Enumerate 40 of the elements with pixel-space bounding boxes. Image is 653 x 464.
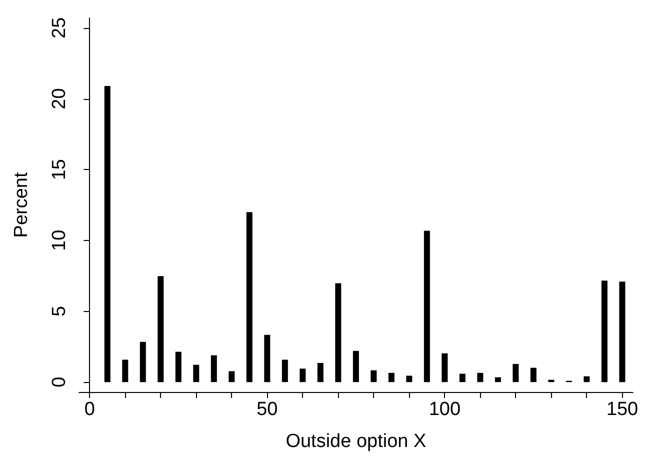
bar xyxy=(335,283,342,382)
x-tick-label: 0 xyxy=(84,399,95,420)
y-tick-label: 15 xyxy=(49,159,70,180)
bar xyxy=(352,350,359,382)
y-tick-label: 25 xyxy=(49,17,70,38)
bar xyxy=(424,230,430,382)
bar xyxy=(459,374,466,382)
bar xyxy=(140,342,146,382)
y-tick-label: 10 xyxy=(49,230,70,251)
bar xyxy=(370,370,377,382)
bar xyxy=(601,280,608,382)
bar xyxy=(175,352,182,382)
y-tick-label: 5 xyxy=(49,306,70,317)
bar xyxy=(619,282,626,382)
bar xyxy=(442,353,448,382)
bar xyxy=(158,276,164,382)
x-axis-title: Outside option X xyxy=(286,431,426,452)
x-tick-label: 50 xyxy=(256,399,278,420)
bar xyxy=(282,360,288,382)
x-tick-label: 100 xyxy=(428,399,461,420)
bar xyxy=(228,371,235,382)
bar xyxy=(264,334,270,382)
y-tick-label: 0 xyxy=(49,376,70,388)
bar xyxy=(530,368,536,382)
x-tick-label: 150 xyxy=(606,399,638,420)
bar xyxy=(406,376,412,382)
bar xyxy=(494,377,501,382)
y-axis-title: Percent xyxy=(11,172,32,238)
y-tick-label: 20 xyxy=(49,88,70,110)
bar xyxy=(512,364,519,382)
bar xyxy=(317,362,324,382)
bar xyxy=(246,212,252,382)
bar xyxy=(584,376,590,382)
bar xyxy=(104,86,110,382)
bar xyxy=(300,368,306,382)
bar xyxy=(210,355,217,382)
bar xyxy=(122,360,128,382)
bar xyxy=(193,364,200,382)
bar xyxy=(388,372,394,382)
bar xyxy=(477,372,484,382)
